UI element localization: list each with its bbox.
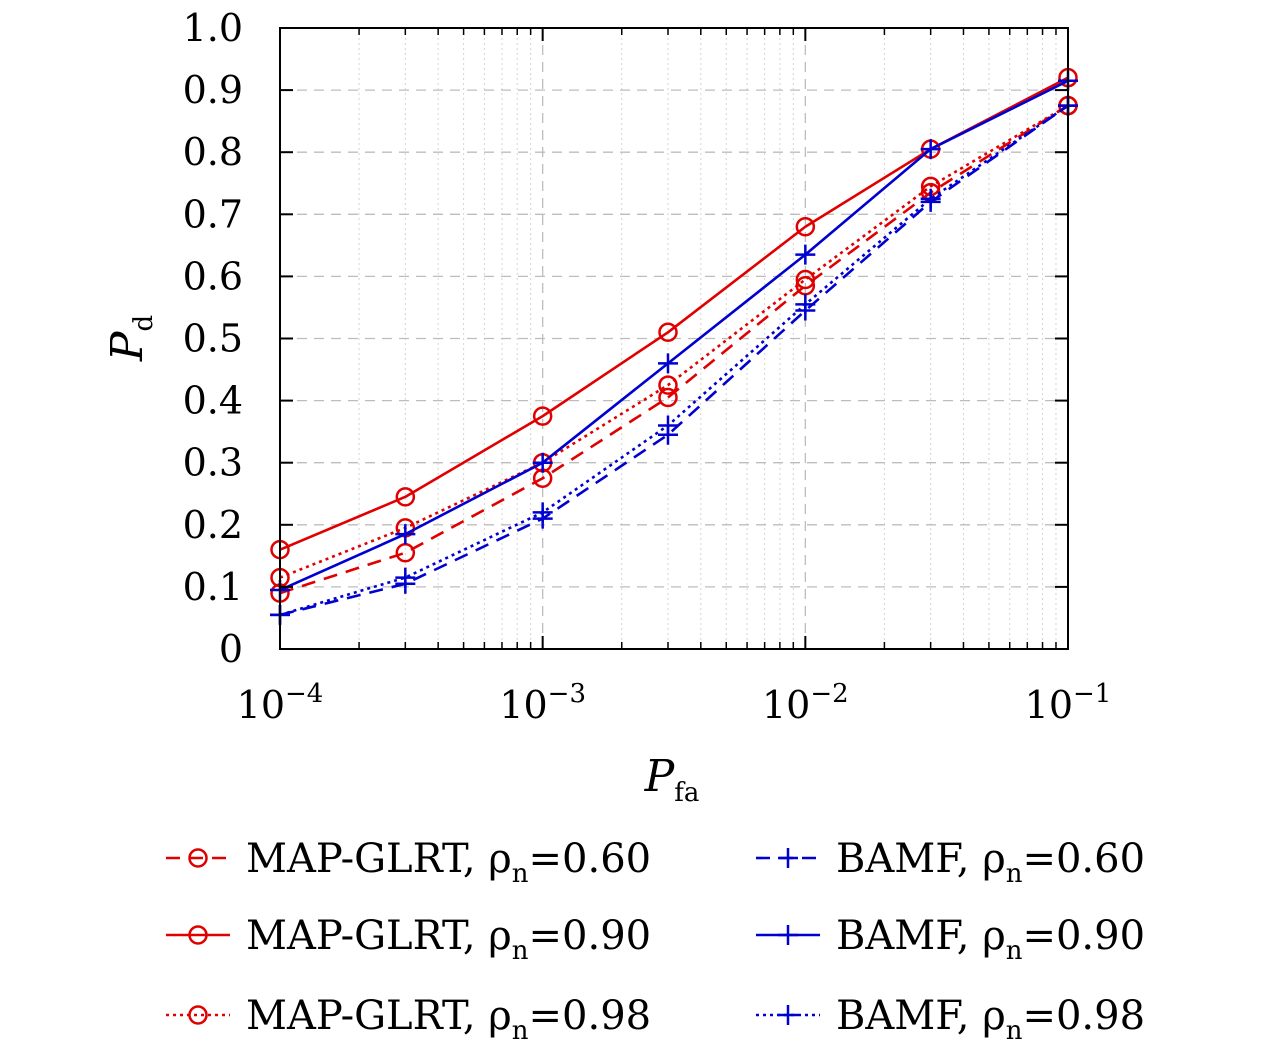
y-tick-label: 0.5 [183, 317, 243, 361]
series-line [279, 79, 1069, 592]
legend-marker [778, 1005, 798, 1025]
data-point-marker [395, 487, 416, 507]
data-point-marker [658, 387, 678, 408]
y-tick-label: 0.1 [183, 565, 243, 609]
x-tick-label: 10−3 [499, 679, 586, 727]
series-line [279, 104, 1069, 595]
legend-label: MAP-GLRT, ρn=0.90 [246, 913, 651, 966]
x-tick-label: 10−4 [237, 679, 324, 727]
y-tick-label: 0.3 [183, 441, 243, 485]
data-point-marker [795, 294, 816, 315]
legend-marker [188, 925, 208, 945]
data-point-marker [532, 406, 553, 426]
legend-label: BAMF, ρn=0.90 [836, 913, 1145, 966]
series-4 [270, 70, 1078, 601]
y-tick-label: 0.9 [183, 68, 243, 112]
data-point-marker [920, 139, 941, 160]
series-line [279, 76, 1069, 551]
y-tick-label: 0.2 [183, 503, 243, 547]
legend: MAP-GLRT, ρn=0.60 MAP-GLRT, ρn=0.90 MAP-GL… [166, 836, 1145, 1046]
legend-label: BAMF, ρn=0.60 [836, 836, 1145, 889]
data-point-marker [395, 524, 416, 545]
y-tick-label: 0.6 [183, 254, 243, 298]
data-point-marker [795, 269, 816, 290]
y-tick-label: 0.7 [183, 192, 243, 236]
legend-item-3: BAMF, ρn=0.60 [756, 836, 1145, 889]
data-point-marker [658, 322, 678, 343]
data-point-marker [532, 502, 553, 523]
series-line [279, 104, 1069, 579]
data-point-marker [920, 188, 941, 209]
ticks [279, 27, 1069, 650]
x-tick-label: 10−2 [762, 679, 849, 727]
y-axis-label: Pd [102, 315, 159, 362]
data-point-marker [795, 216, 816, 237]
data-point-marker [657, 353, 678, 374]
legend-label: MAP-GLRT, ρn=0.98 [246, 993, 651, 1046]
legend-item-4: BAMF, ρn=0.90 [756, 913, 1145, 966]
legend-marker [188, 848, 208, 868]
series-2 [270, 95, 1078, 588]
data-point-marker [395, 542, 416, 563]
y-tick-label: 0.4 [183, 379, 243, 423]
x-axis-label: Pfa [644, 751, 700, 808]
legend-item-0: MAP-GLRT, ρn=0.60 [166, 836, 651, 889]
y-tick-label: 0.8 [183, 130, 243, 174]
series-1 [270, 67, 1078, 560]
data-point-marker [395, 567, 416, 588]
x-tick-label: 10−1 [1025, 679, 1112, 727]
data-point-marker [658, 375, 678, 395]
data-point-marker [795, 244, 816, 265]
legend-label: MAP-GLRT, ρn=0.60 [246, 836, 651, 889]
data-point-marker [532, 452, 553, 473]
y-tick-label: 1.0 [183, 6, 243, 50]
axis-labels: 10−4 10−3 10−2 10−1 0 0.1 0.2 0.3 0.4 0.5 0.6 0.7 0.… [102, 6, 1111, 808]
legend-item-2: MAP-GLRT, ρn=0.98 [166, 993, 651, 1046]
legend-marker [778, 925, 798, 945]
legend-label: BAMF, ρn=0.98 [836, 993, 1145, 1046]
y-tick-label: 0 [219, 627, 243, 671]
legend-marker [188, 1005, 208, 1025]
legend-item-1: MAP-GLRT, ρn=0.90 [166, 913, 651, 966]
data-point-marker [657, 415, 678, 436]
legend-marker [778, 848, 798, 868]
legend-item-5: BAMF, ρn=0.98 [756, 993, 1145, 1046]
